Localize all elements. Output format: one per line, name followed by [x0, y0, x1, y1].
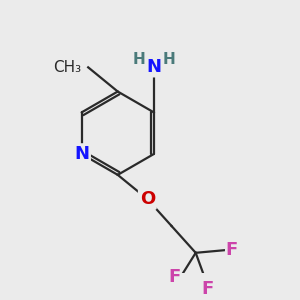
Text: CH₃: CH₃: [53, 60, 82, 75]
Text: N: N: [74, 145, 89, 163]
Text: H: H: [133, 52, 146, 68]
Text: O: O: [140, 190, 155, 208]
Text: H: H: [162, 52, 175, 68]
Text: F: F: [202, 280, 214, 298]
Text: F: F: [168, 268, 180, 286]
Text: F: F: [226, 241, 238, 259]
Text: N: N: [146, 58, 161, 76]
